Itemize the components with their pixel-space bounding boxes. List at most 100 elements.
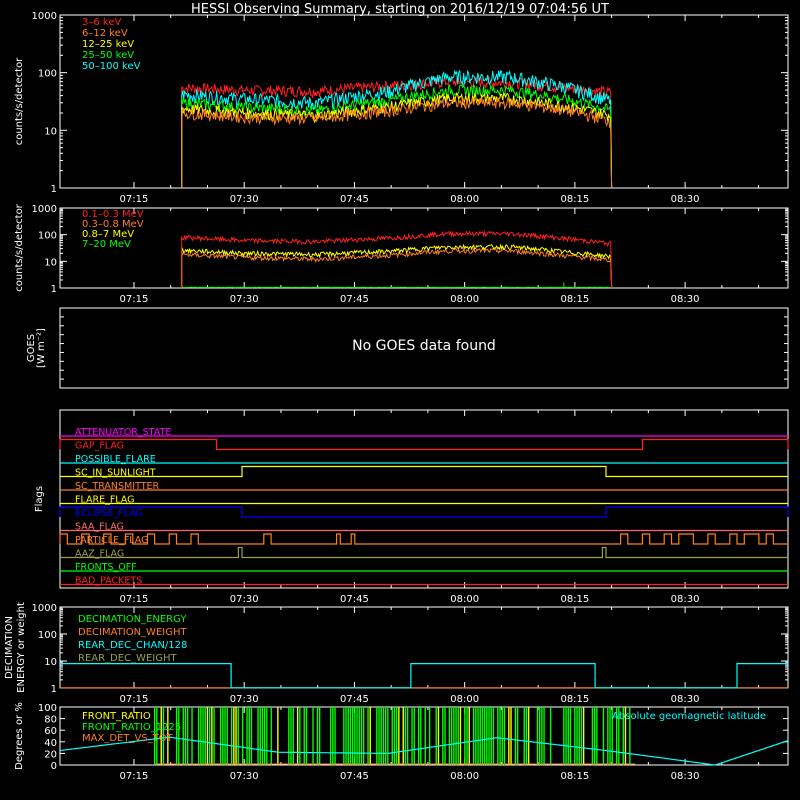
panel4-flag-label: FLARE_FLAG bbox=[75, 495, 135, 506]
panel5-xtick-label: 08:15 bbox=[560, 694, 589, 705]
panel4-xtick-label: 07:30 bbox=[230, 594, 259, 605]
panel5-ylabel-2: ENERGY or weight bbox=[16, 602, 27, 693]
figure-title: HESSI Observing Summary, starting on 201… bbox=[191, 2, 609, 17]
panel1-xtick-label: 08:15 bbox=[560, 194, 589, 205]
panel6-right-label: Absolute geomagnetic latitude bbox=[612, 711, 766, 722]
panel2-xtick-label: 08:00 bbox=[450, 294, 479, 305]
panel1-frame bbox=[59, 14, 789, 189]
panel1-xtick-label: 07:45 bbox=[340, 194, 369, 205]
panel6-panel: 07:15 07:30 07:45 08:00 08:15 08:30 0204060801… bbox=[14, 702, 789, 782]
panel6-ytick-label: 80 bbox=[44, 715, 57, 726]
panel2-ytick-label: 1000 bbox=[32, 204, 57, 215]
panel4-flag-label: ECLIPSE_FLAG bbox=[75, 508, 143, 519]
panel4-panel: 07:15 07:30 07:45 08:00 08:15 08:30 Flags ATTEN… bbox=[34, 409, 789, 605]
panel6-legend-entry: FRONT_RATIO_1225 bbox=[82, 722, 181, 733]
panel2-ytick-label: 10 bbox=[44, 257, 57, 268]
panel2-frame bbox=[59, 207, 789, 289]
panel4-flag-label: SC_IN_SUNLIGHT bbox=[75, 468, 156, 479]
panel6-ytick-label: 0 bbox=[51, 761, 57, 772]
panel4-flag-label: ATTENUATOR_STATE bbox=[75, 427, 171, 438]
panel6-xtick-label: 08:30 bbox=[671, 771, 700, 782]
panel4-flag-label: FRONTS_OFF bbox=[75, 562, 137, 573]
panel1-series-cyan bbox=[181, 69, 613, 189]
panel6-ytick-label: 40 bbox=[44, 738, 57, 749]
panel4-flag-label: SC_TRANSMITTER bbox=[75, 481, 160, 492]
panel1-xtick-label: 07:15 bbox=[120, 194, 149, 205]
panel2-panel: 07:15 07:30 07:45 08:00 08:15 08:30 1 10 100 1000… bbox=[14, 203, 789, 305]
panel6-xtick-label: 07:15 bbox=[120, 771, 149, 782]
panel5-legend-entry: REAR_DEC_CHAN/128 bbox=[78, 640, 187, 651]
panel6-latitude-curve bbox=[59, 736, 789, 766]
panel5-ylabel-1: DECIMATION bbox=[4, 616, 15, 679]
panel3-frame bbox=[59, 307, 789, 389]
panel6-legend-entry: MAX_DET_VS_TOT bbox=[82, 733, 174, 744]
panel5-ytick-label: 1000 bbox=[32, 603, 57, 614]
panel4-flag-trace bbox=[59, 438, 789, 451]
panel5-xtick-label: 08:00 bbox=[450, 694, 479, 705]
panel3-message: No GOES data found bbox=[352, 338, 496, 354]
panel5-xtick-label: 07:45 bbox=[340, 694, 369, 705]
panel4-flag-label: AAZ_FLAG bbox=[75, 549, 124, 560]
panel1-ytick-label: 1 bbox=[51, 184, 57, 195]
panel4-flag-label: GAP_FLAG bbox=[75, 441, 124, 452]
panel4-xtick-label: 07:45 bbox=[340, 594, 369, 605]
panel4-flag-label: SAA_FLAG bbox=[75, 522, 124, 533]
panel5-panel: 07:15 07:30 07:45 08:00 08:15 08:30 1 10 100 1000… bbox=[4, 602, 789, 705]
panel5-xtick-label: 07:30 bbox=[230, 694, 259, 705]
panel6-ytick-label: 20 bbox=[44, 749, 57, 760]
panel5-legend-entry: DECIMATION_ENERGY bbox=[78, 614, 187, 625]
panel5-xtick-label: 08:30 bbox=[671, 694, 700, 705]
panel1-series-orange bbox=[181, 96, 613, 189]
panel1-ytick-label: 1000 bbox=[32, 11, 57, 22]
panel6-ytick-label: 60 bbox=[44, 726, 57, 737]
panel4-flag-label: BAD_PACKETS bbox=[75, 576, 142, 587]
panel3-panel: GOES [W m⁻²] No GOES data found bbox=[26, 307, 789, 389]
panel5-ytick-label: 100 bbox=[38, 630, 57, 641]
panel2-ylabel: counts/s/detector bbox=[14, 203, 25, 291]
panel2-series-red bbox=[181, 230, 613, 289]
panel2-series-yellow bbox=[181, 243, 613, 289]
panel4-flag-trace bbox=[59, 506, 789, 518]
panel5-xtick-label: 07:15 bbox=[120, 694, 149, 705]
panels: 07:15 07:30 07:45 08:00 08:15 08:301101001000… bbox=[4, 11, 789, 782]
panel1-ytick-label: 100 bbox=[38, 69, 57, 80]
panel1-legend-entry: 12–25 keV bbox=[82, 39, 134, 50]
panel4-flag-trace bbox=[59, 533, 788, 545]
panel5-ytick-label: 1 bbox=[51, 684, 57, 695]
panel5-ytick-label: 10 bbox=[44, 657, 57, 668]
panel2-legend-entry: 0.3–0.8 MeV bbox=[82, 219, 144, 230]
panel6-xtick-label: 08:15 bbox=[560, 771, 589, 782]
panel2-ytick-label: 100 bbox=[38, 231, 57, 242]
panel2-xtick-label: 07:30 bbox=[230, 294, 259, 305]
panel2-xtick-label: 08:15 bbox=[560, 294, 589, 305]
panel1-xtick-label: 07:30 bbox=[230, 194, 259, 205]
panel4-xtick-label: 08:30 bbox=[671, 594, 700, 605]
panel4-flag-trace bbox=[60, 465, 788, 478]
panel4-flag-label: PARTICLE_FLAG bbox=[75, 535, 148, 546]
panel1-ytick-label: 10 bbox=[44, 126, 57, 137]
panel6-xtick-label: 07:45 bbox=[340, 771, 369, 782]
panel1-series-yellow bbox=[181, 91, 613, 189]
panel4-xtick-label: 08:15 bbox=[560, 594, 589, 605]
panel2-xtick-label: 07:45 bbox=[340, 294, 369, 305]
panel3-ylabel-1: GOES bbox=[26, 334, 37, 362]
panel2-xtick-label: 07:15 bbox=[120, 294, 149, 305]
panel5-legend-entry: DECIMATION_WEIGHT bbox=[78, 627, 187, 638]
panel2-series-orange bbox=[181, 247, 613, 289]
panel4-ylabel: Flags bbox=[34, 486, 45, 512]
panel1-panel: 07:15 07:30 07:45 08:00 08:15 08:30 1 10 100 1000… bbox=[14, 11, 789, 205]
panel5-series-cyan bbox=[60, 663, 788, 689]
panel1-xtick-label: 08:00 bbox=[450, 194, 479, 205]
panel1-legend-entry: 6–12 keV bbox=[82, 28, 128, 39]
panel2-ytick-label: 1 bbox=[51, 284, 57, 295]
panel1-xtick-label: 08:30 bbox=[671, 194, 700, 205]
panel1-legend-entry: 3–6 keV bbox=[82, 17, 121, 28]
panel3-ylabel-2: [W m⁻²] bbox=[36, 328, 47, 368]
panel1-legend-entry: 50–100 keV bbox=[82, 61, 141, 72]
panel2-xtick-label: 08:30 bbox=[671, 294, 700, 305]
panel2-legend-entry: 7–20 MeV bbox=[82, 239, 131, 250]
panel2-legend-entry: 0.8–7 MeV bbox=[82, 229, 134, 240]
panel4-xtick-label: 08:00 bbox=[450, 594, 479, 605]
panel2-legend-entry: 0.1–0.3 MeV bbox=[82, 209, 144, 220]
